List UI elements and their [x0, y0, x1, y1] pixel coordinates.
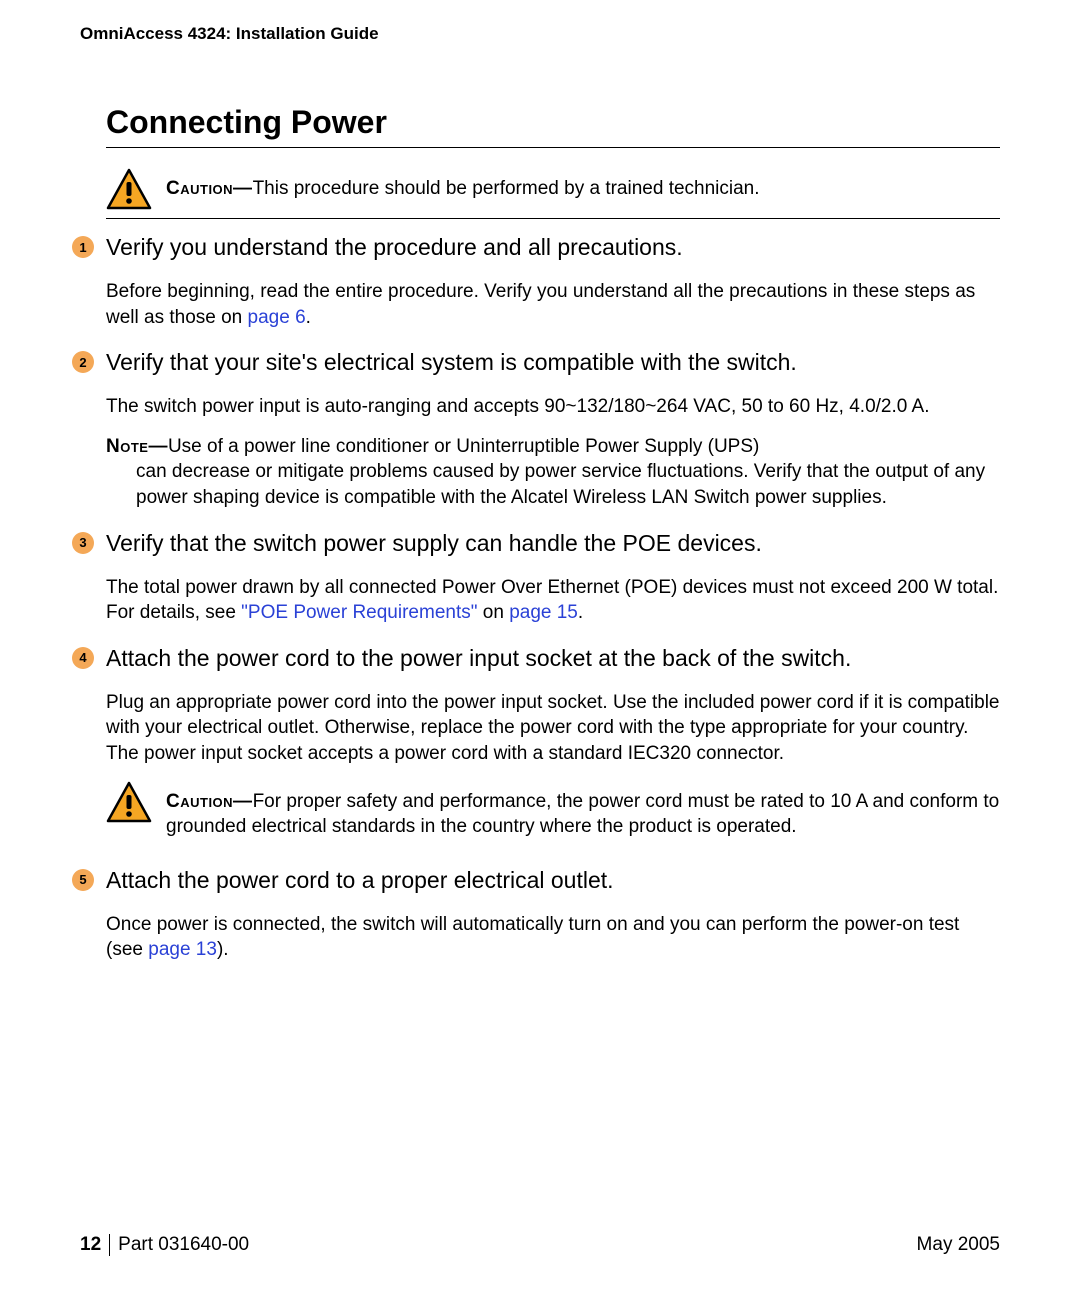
- note-text: Use of a power line conditioner or Unint…: [168, 436, 759, 457]
- note-label: Note—: [106, 436, 168, 457]
- page-footer: 12 Part 031640-00 May 2005: [80, 1234, 1000, 1256]
- step-title: Verify you understand the procedure and …: [106, 233, 1000, 263]
- link-poe-requirements[interactable]: "POE Power Requirements": [241, 602, 477, 623]
- step-title: Attach the power cord to a proper electr…: [106, 866, 1000, 896]
- step-marker: 3: [72, 532, 94, 554]
- footer-left: 12 Part 031640-00: [80, 1234, 249, 1256]
- step-body: The total power drawn by all connected P…: [106, 575, 1000, 626]
- text: Before beginning, read the entire proced…: [106, 281, 975, 328]
- part-number: Part 031640-00: [118, 1234, 249, 1256]
- caution-block-inline: Caution—For proper safety and performanc…: [106, 781, 1000, 848]
- step-title: Verify that your site's electrical syste…: [106, 348, 1000, 378]
- step-3: 3 Verify that the switch power supply ca…: [80, 529, 1000, 626]
- step-body: Once power is connected, the switch will…: [106, 912, 1000, 963]
- step-title: Verify that the switch power supply can …: [106, 529, 1000, 559]
- footer-date: May 2005: [917, 1234, 1000, 1256]
- page-header: OmniAccess 4324: Installation Guide: [80, 24, 1000, 44]
- caution-body: This procedure should be performed by a …: [253, 178, 760, 199]
- step-body: Before beginning, read the entire proced…: [106, 279, 1000, 330]
- step-marker: 1: [72, 236, 94, 258]
- step-body: Plug an appropriate power cord into the …: [106, 690, 1000, 767]
- text: on: [477, 602, 509, 623]
- link-page-13[interactable]: page 13: [148, 939, 217, 960]
- warning-icon: [106, 781, 152, 823]
- step-2: 2 Verify that your site's electrical sys…: [80, 348, 1000, 510]
- link-page-15[interactable]: page 15: [509, 602, 578, 623]
- text: .: [578, 602, 583, 623]
- caution-label: Caution—: [166, 791, 253, 812]
- note-block: Note—Use of a power line conditioner or …: [106, 434, 1000, 511]
- step-marker: 4: [72, 647, 94, 669]
- step-marker: 5: [72, 869, 94, 891]
- section-title: Connecting Power: [106, 104, 1000, 148]
- text: .: [306, 307, 311, 328]
- step-4: 4 Attach the power cord to the power inp…: [80, 644, 1000, 848]
- step-1: 1 Verify you understand the procedure an…: [80, 233, 1000, 330]
- caution-text: Caution—For proper safety and performanc…: [166, 781, 1000, 840]
- step-marker: 2: [72, 351, 94, 373]
- text: ).: [217, 939, 229, 960]
- page-number: 12: [80, 1234, 110, 1256]
- caution-text: Caution—This procedure should be perform…: [166, 168, 760, 202]
- step-body: The switch power input is auto-ranging a…: [106, 394, 1000, 420]
- note-indent: can decrease or mitigate problems caused…: [106, 459, 1000, 510]
- link-page-6[interactable]: page 6: [248, 307, 306, 328]
- step-title: Attach the power cord to the power input…: [106, 644, 1000, 674]
- step-5: 5 Attach the power cord to a proper elec…: [80, 866, 1000, 963]
- caution-body: For proper safety and performance, the p…: [166, 791, 999, 838]
- caution-label: Caution—: [166, 178, 253, 199]
- warning-icon: [106, 168, 152, 210]
- caution-block-top: Caution—This procedure should be perform…: [106, 168, 1000, 219]
- text: Once power is connected, the switch will…: [106, 914, 959, 961]
